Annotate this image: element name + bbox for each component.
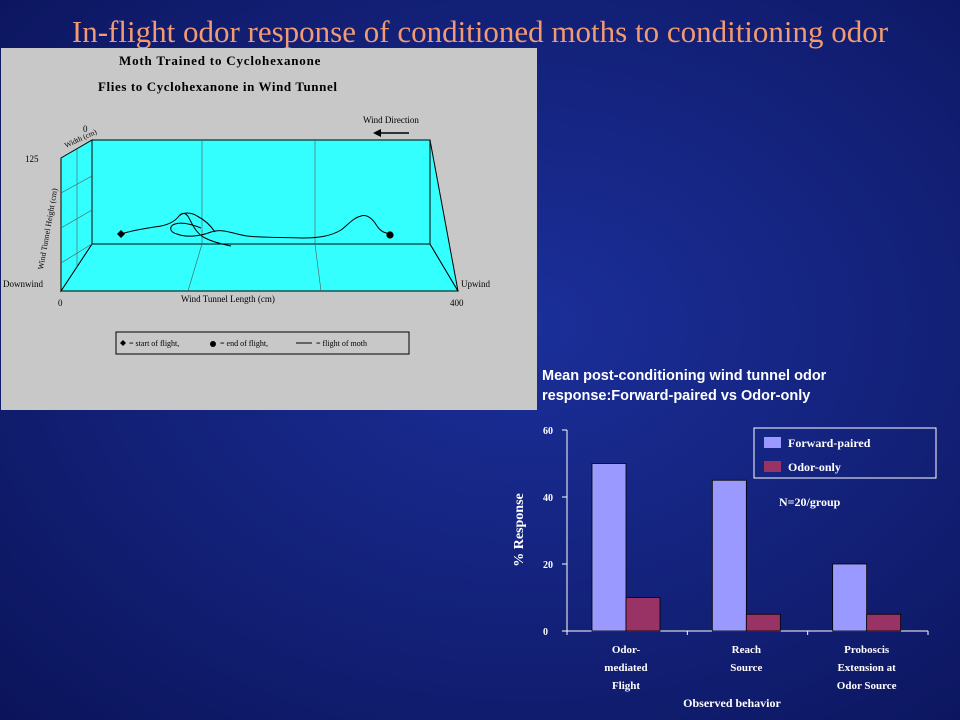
bar-forward-paired-2 (711, 479, 747, 632)
chart-title-line-1: Mean post-conditioning wind tunnel odor (542, 368, 827, 384)
y-axis-label: % Response (512, 493, 527, 567)
chart-title: Mean post-conditioning wind tunnel odor … (542, 366, 942, 406)
legend-end-label: = end of flight, (220, 339, 268, 348)
bar-odor-only-2 (745, 613, 781, 632)
flight-legend-box (115, 331, 410, 355)
gridline (187, 243, 203, 292)
downwind-label: Downwind (3, 279, 43, 289)
sample-size-annotation: N=20/group (779, 495, 841, 509)
flight-path-figure: Moth Trained to Cyclohexanone Flies to C… (1, 48, 537, 410)
bar-odor-only-1 (625, 597, 661, 632)
bar-odor-only-3 (866, 613, 902, 632)
flight-title-1: Moth Trained to Cyclohexanone (119, 53, 321, 68)
wind-direction-arrow-head (373, 129, 381, 137)
tick-0-top: 0 (83, 124, 88, 134)
legend-swatch-forward-paired (764, 437, 781, 448)
x-category-label: Odor- (612, 644, 641, 656)
gridline (60, 243, 93, 264)
tick-125: 125 (25, 154, 39, 164)
chart-title-line-2: response:Forward-paired vs Odor-only (542, 388, 811, 404)
legend-swatch-odor-only (764, 461, 781, 472)
wind-direction-label: Wind Direction (363, 115, 419, 125)
x-category-label: Reach (732, 644, 761, 656)
x-category-label: Source (730, 662, 762, 674)
start-of-flight-marker (117, 230, 125, 238)
x-category-label: Extension at (837, 662, 896, 674)
x-category-label: Odor Source (837, 680, 897, 692)
legend-start-icon (120, 340, 126, 346)
chart-legend-box (753, 427, 937, 479)
slide-title: In-flight odor response of conditioned m… (71, 14, 889, 49)
y-tick-label: 0 (543, 627, 548, 638)
tick-0-bottom: 0 (58, 298, 63, 308)
tunnel-right-wall (429, 139, 459, 292)
flight-title-2: Flies to Cyclohexanone in Wind Tunnel (98, 79, 338, 94)
moth-flight-path (120, 212, 392, 247)
tick-400: 400 (450, 298, 464, 308)
y-tick-label: 20 (543, 560, 553, 571)
legend-label: Odor-only (788, 460, 841, 474)
legend-start-label: = start of flight, (129, 339, 179, 348)
flight-path-diagram: Moth Trained to Cyclohexanone Flies to C… (3, 53, 490, 355)
y-tick-label: 60 (543, 426, 553, 437)
legend-label: Forward-paired (788, 436, 871, 450)
length-axis-label: Wind Tunnel Length (cm) (181, 294, 275, 304)
upwind-label: Upwind (461, 279, 490, 289)
x-category-label: Flight (612, 680, 640, 692)
legend-end-icon (210, 341, 216, 347)
gridline (314, 243, 322, 292)
gridline (60, 209, 93, 229)
x-axis-label: Observed behavior (683, 696, 781, 710)
x-category-label: Proboscis (844, 644, 890, 656)
bar-forward-paired-3 (832, 563, 868, 632)
x-category-label: mediated (604, 662, 647, 674)
bar-forward-paired-1 (591, 463, 627, 632)
gridline (60, 175, 93, 194)
legend-path-label: = flight of moth (316, 339, 367, 348)
end-of-flight-marker (386, 231, 394, 239)
y-tick-label: 40 (543, 493, 553, 504)
